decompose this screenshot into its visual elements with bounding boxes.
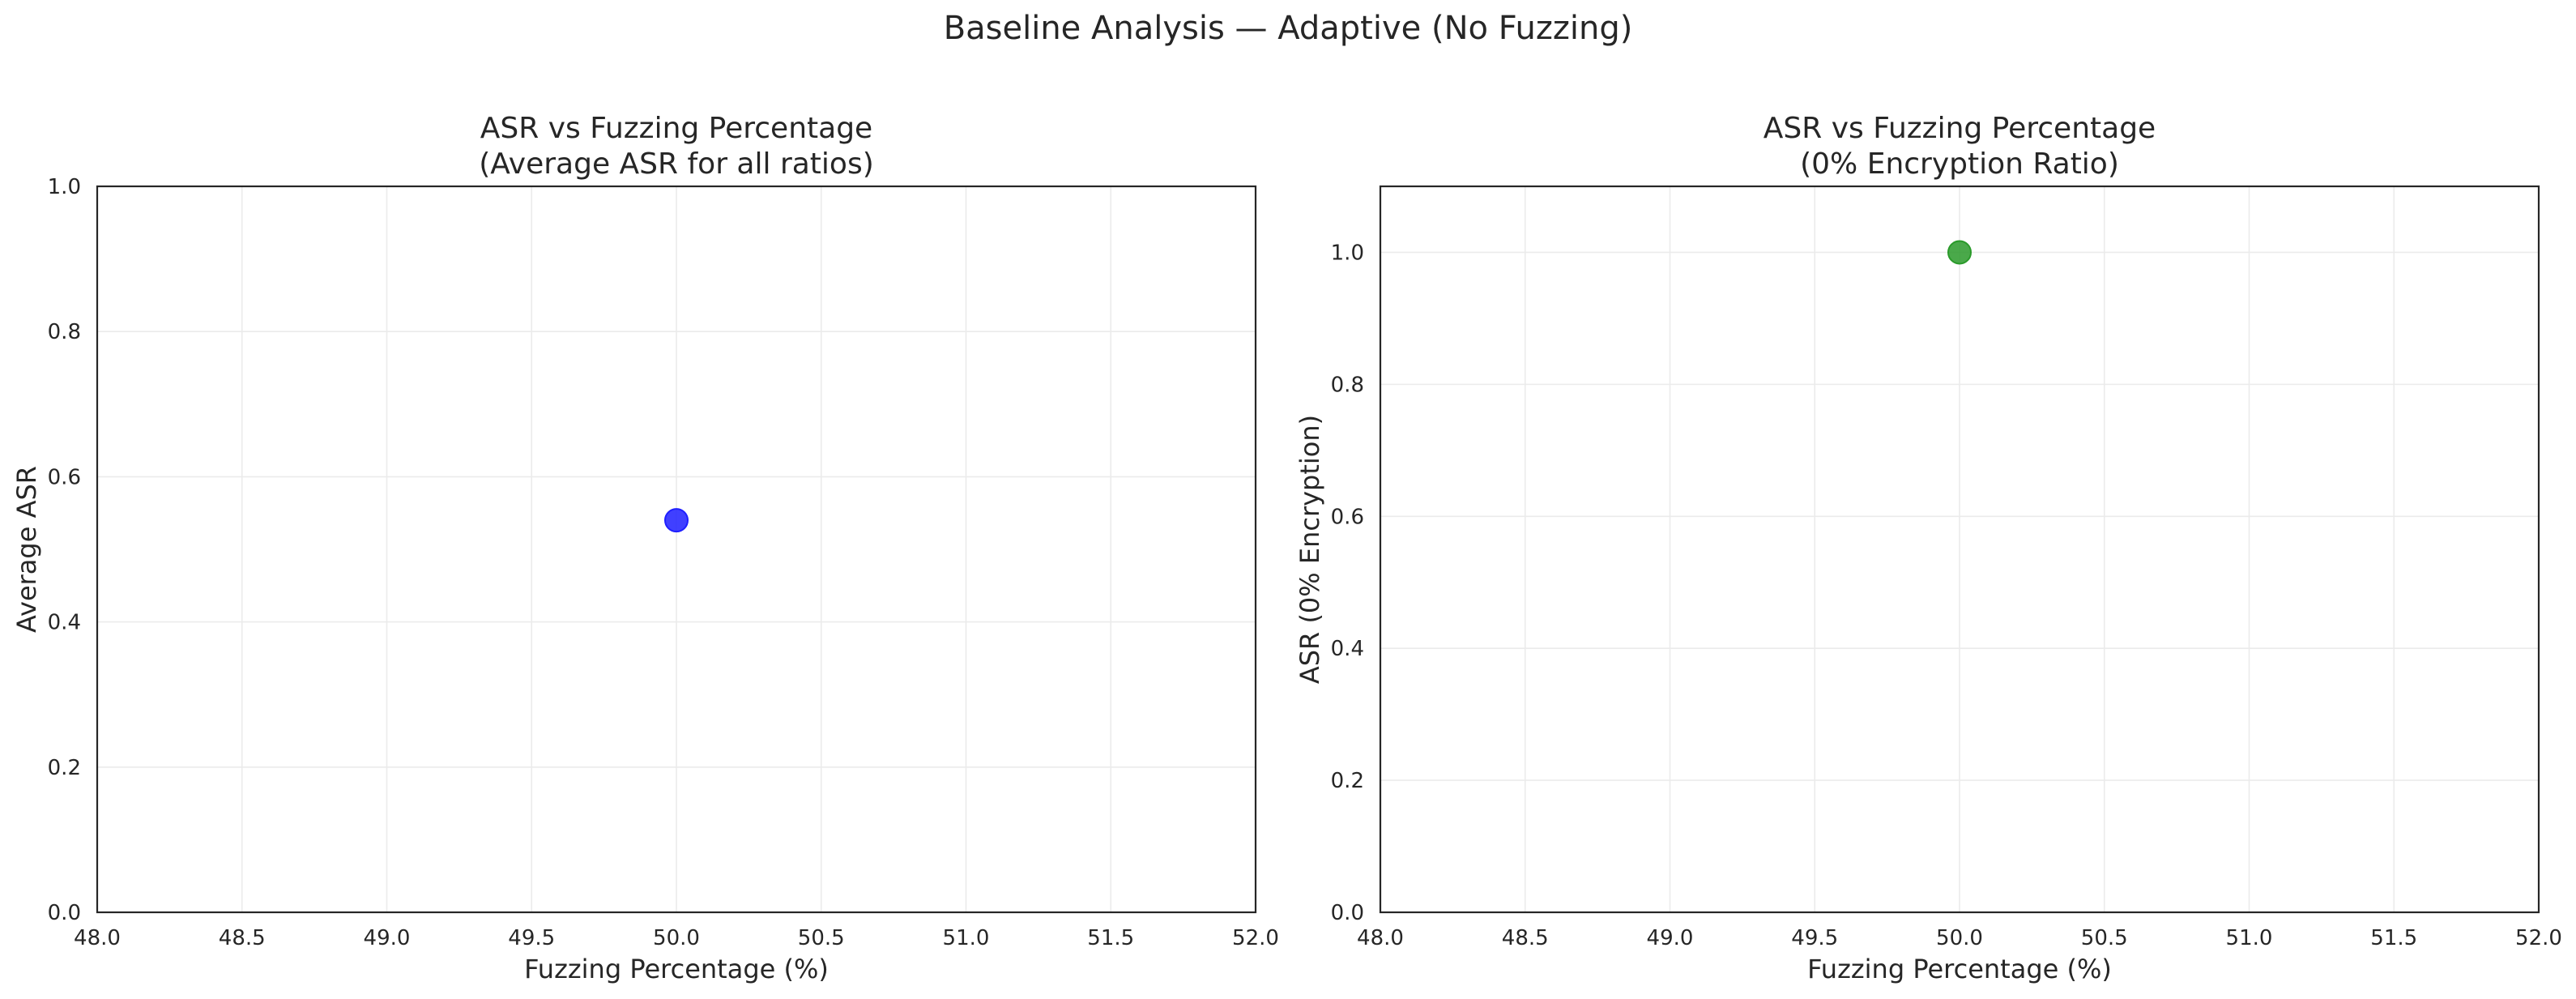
right-chart-y-ticks: 0.0 0.2 0.4 0.6 0.8 1.0 xyxy=(1331,241,1364,925)
left-chart-x-axis-label: Fuzzing Percentage (%) xyxy=(524,954,829,984)
left-chart-x-tick-label: 49.5 xyxy=(508,926,555,950)
left-chart-x-tick-label: 48.0 xyxy=(74,926,121,950)
right-chart-y-tick-label: 0.2 xyxy=(1331,769,1364,793)
left-chart-y-axis-label: Average ASR xyxy=(11,466,42,633)
left-chart-grid xyxy=(96,186,1256,913)
right-chart-title-line2: (0% Encryption Ratio) xyxy=(1800,147,2119,181)
right-chart-y-tick-label: 1.0 xyxy=(1331,241,1364,265)
left-chart-x-tick-label: 52.0 xyxy=(1232,926,1279,950)
right-chart-y-tick-label: 0.6 xyxy=(1331,505,1364,529)
right-chart-data-point xyxy=(1947,240,1972,265)
right-chart-x-tick-label: 50.5 xyxy=(2081,926,2128,950)
right-chart-y-axis-label: ASR (0% Encryption) xyxy=(1294,415,1325,684)
right-chart-x-tick-label: 51.0 xyxy=(2226,926,2273,950)
right-chart-x-tick-label: 49.0 xyxy=(1647,926,1694,950)
left-chart-x-tick-label: 51.5 xyxy=(1087,926,1134,950)
right-chart-points xyxy=(1947,240,1972,265)
right-chart-x-tick-label: 48.0 xyxy=(1357,926,1404,950)
left-chart-y-ticks: 0.0 0.2 0.4 0.6 0.8 1.0 xyxy=(48,175,81,925)
figure-suptitle: Baseline Analysis — Adaptive (No Fuzzing… xyxy=(944,10,1633,47)
right-chart-x-tick-label: 49.5 xyxy=(1791,926,1838,950)
right-chart: ASR vs Fuzzing Percentage (0% Encryption… xyxy=(1294,112,2562,984)
left-chart-x-tick-label: 50.0 xyxy=(653,926,700,950)
right-chart-x-tick-label: 51.5 xyxy=(2370,926,2417,950)
right-chart-title-line1: ASR vs Fuzzing Percentage xyxy=(1764,112,2156,145)
right-chart-x-tick-label: 48.5 xyxy=(1502,926,1549,950)
right-chart-x-tick-label: 50.0 xyxy=(1936,926,1983,950)
left-chart-frame xyxy=(96,185,1257,914)
left-chart-data-point xyxy=(664,508,689,533)
left-chart-title-line2: (Average ASR for all ratios) xyxy=(479,147,874,181)
right-chart-y-tick-label: 0.4 xyxy=(1331,637,1364,661)
left-chart-x-tick-label: 48.5 xyxy=(219,926,266,950)
left-chart-points xyxy=(664,508,689,533)
left-chart: ASR vs Fuzzing Percentage (Average ASR f… xyxy=(11,112,1279,984)
left-chart-title-line1: ASR vs Fuzzing Percentage xyxy=(480,112,872,145)
left-chart-y-tick-label: 1.0 xyxy=(48,175,81,199)
right-chart-y-tick-label: 0.0 xyxy=(1331,901,1364,925)
right-chart-frame xyxy=(1379,185,2540,914)
left-chart-y-tick-label: 0.4 xyxy=(48,611,81,635)
left-chart-y-tick-label: 0.2 xyxy=(48,756,81,780)
left-chart-x-ticks: 48.0 48.5 49.0 49.5 50.0 50.5 51.0 51.5 52.0 xyxy=(74,926,1279,950)
right-chart-x-tick-label: 52.0 xyxy=(2515,926,2562,950)
left-chart-x-tick-label: 51.0 xyxy=(943,926,990,950)
right-chart-y-tick-label: 0.8 xyxy=(1331,373,1364,397)
left-chart-x-tick-label: 49.0 xyxy=(364,926,411,950)
right-chart-x-axis-label: Fuzzing Percentage (%) xyxy=(1807,954,2112,984)
left-chart-y-tick-label: 0.8 xyxy=(48,320,81,344)
right-chart-x-ticks: 48.0 48.5 49.0 49.5 50.0 50.5 51.0 51.5 52.0 xyxy=(1357,926,2562,950)
left-chart-x-tick-label: 50.5 xyxy=(798,926,845,950)
right-chart-grid xyxy=(1380,186,2540,913)
left-chart-y-tick-label: 0.0 xyxy=(48,901,81,925)
left-chart-y-tick-label: 0.6 xyxy=(48,465,81,489)
